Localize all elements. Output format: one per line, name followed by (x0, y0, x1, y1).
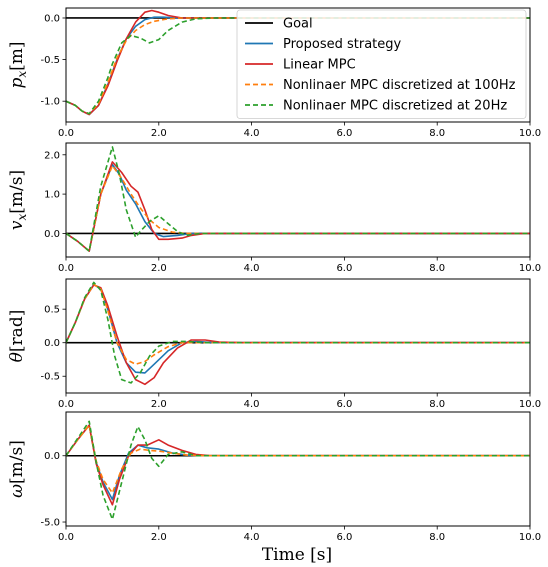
panel-4: 0.0 2.0 4.0 6.0 8.0 10.0 0.0 -5.0 ω[m/s] (7, 411, 541, 543)
legend-entry: Linear MPC (283, 58, 356, 73)
x-tick-label: 6.0 (336, 532, 352, 543)
y-tick-label: 0.5 (44, 305, 60, 316)
x-tick-label: 10.0 (519, 399, 541, 410)
panel-frame (65, 411, 531, 527)
x-tick-label: 2.0 (151, 128, 167, 139)
series-line-3 (66, 283, 530, 365)
panel-3: 0.0 2.0 4.0 6.0 8.0 10.0 0.5 0.0 -0.5 θ[rad] (7, 278, 541, 410)
series-line-4 (66, 17, 530, 115)
x-tick-label: 2.0 (151, 532, 167, 543)
x-tick-label: 6.0 (336, 263, 352, 274)
x-tick-label: 10.0 (519, 532, 541, 543)
y-tick-label: 0.0 (44, 229, 60, 240)
y-tick-label: -1.0 (40, 97, 60, 108)
legend-entry: Nonlinaer MPC discretized at 100Hz (283, 78, 516, 93)
series-line-1 (66, 283, 530, 374)
x-tick-label: 4.0 (244, 532, 260, 543)
x-tick-label: 10.0 (519, 128, 541, 139)
series-line-2 (66, 284, 530, 386)
panel-frame (65, 7, 531, 123)
x-tick-label: 4.0 (244, 128, 260, 139)
y-tick-label: 0.0 (44, 13, 60, 24)
x-tick-label: 6.0 (336, 399, 352, 410)
series-line-3 (66, 424, 530, 494)
panel-frame (65, 142, 531, 258)
legend-box (236, 9, 527, 119)
series-line-4 (66, 420, 530, 521)
y-tick-label: -0.5 (40, 55, 60, 66)
x-tick-label: 10.0 (519, 263, 541, 274)
x-tick-label: 2.0 (151, 399, 167, 410)
y-tick-label: 2.0 (44, 150, 60, 161)
x-tick-label: 4.0 (244, 399, 260, 410)
x-tick-label: 8.0 (429, 399, 445, 410)
x-tick-label: 6.0 (336, 128, 352, 139)
x-tick-label: 8.0 (429, 128, 445, 139)
legend: Goal Proposed strategy Linear MPC Nonlinaer… (236, 9, 527, 119)
panel-2: 0.0 2.0 4.0 6.0 8.0 10.0 2.0 1.0 0.0 vx[m/s] (7, 142, 541, 274)
y-axis-label: θ[rad] (7, 310, 27, 363)
x-tick-label: 0.0 (58, 263, 74, 274)
x-tick-label: 2.0 (151, 263, 167, 274)
x-axis-label: Time [s] (262, 545, 332, 565)
y-axis-label: px[m] (7, 41, 29, 88)
y-tick-label: 0.0 (44, 451, 60, 462)
x-tick-label: 8.0 (429, 263, 445, 274)
series-line-4 (66, 281, 530, 384)
panel-frame (65, 278, 531, 394)
x-tick-label: 4.0 (244, 263, 260, 274)
y-tick-label: 0.0 (44, 338, 60, 349)
y-tick-label: -0.5 (40, 372, 60, 383)
x-tick-label: 0.0 (58, 128, 74, 139)
series-line-1 (66, 424, 530, 501)
legend-entry: Goal (283, 17, 313, 32)
x-tick-label: 0.0 (58, 532, 74, 543)
x-tick-label: 0.0 (58, 399, 74, 410)
series-line-4 (66, 146, 530, 252)
x-tick-label: 8.0 (429, 532, 445, 543)
y-tick-label: 1.0 (44, 190, 60, 201)
series-line-2 (66, 161, 530, 252)
series-line-1 (66, 163, 530, 252)
series-line-2 (66, 424, 530, 506)
legend-entry: Proposed strategy (283, 37, 402, 52)
y-axis-label: vx[m/s] (7, 170, 29, 230)
y-tick-label: -5.0 (40, 518, 60, 529)
y-axis-label: ω[m/s] (7, 440, 27, 498)
legend-entry: Nonlinaer MPC discretized at 20Hz (283, 99, 507, 114)
series-line-3 (66, 165, 530, 252)
panel-1: 0.0 2.0 4.0 6.0 8.0 10.0 0.0 -0.5 -1.0 px[m] (7, 7, 541, 139)
